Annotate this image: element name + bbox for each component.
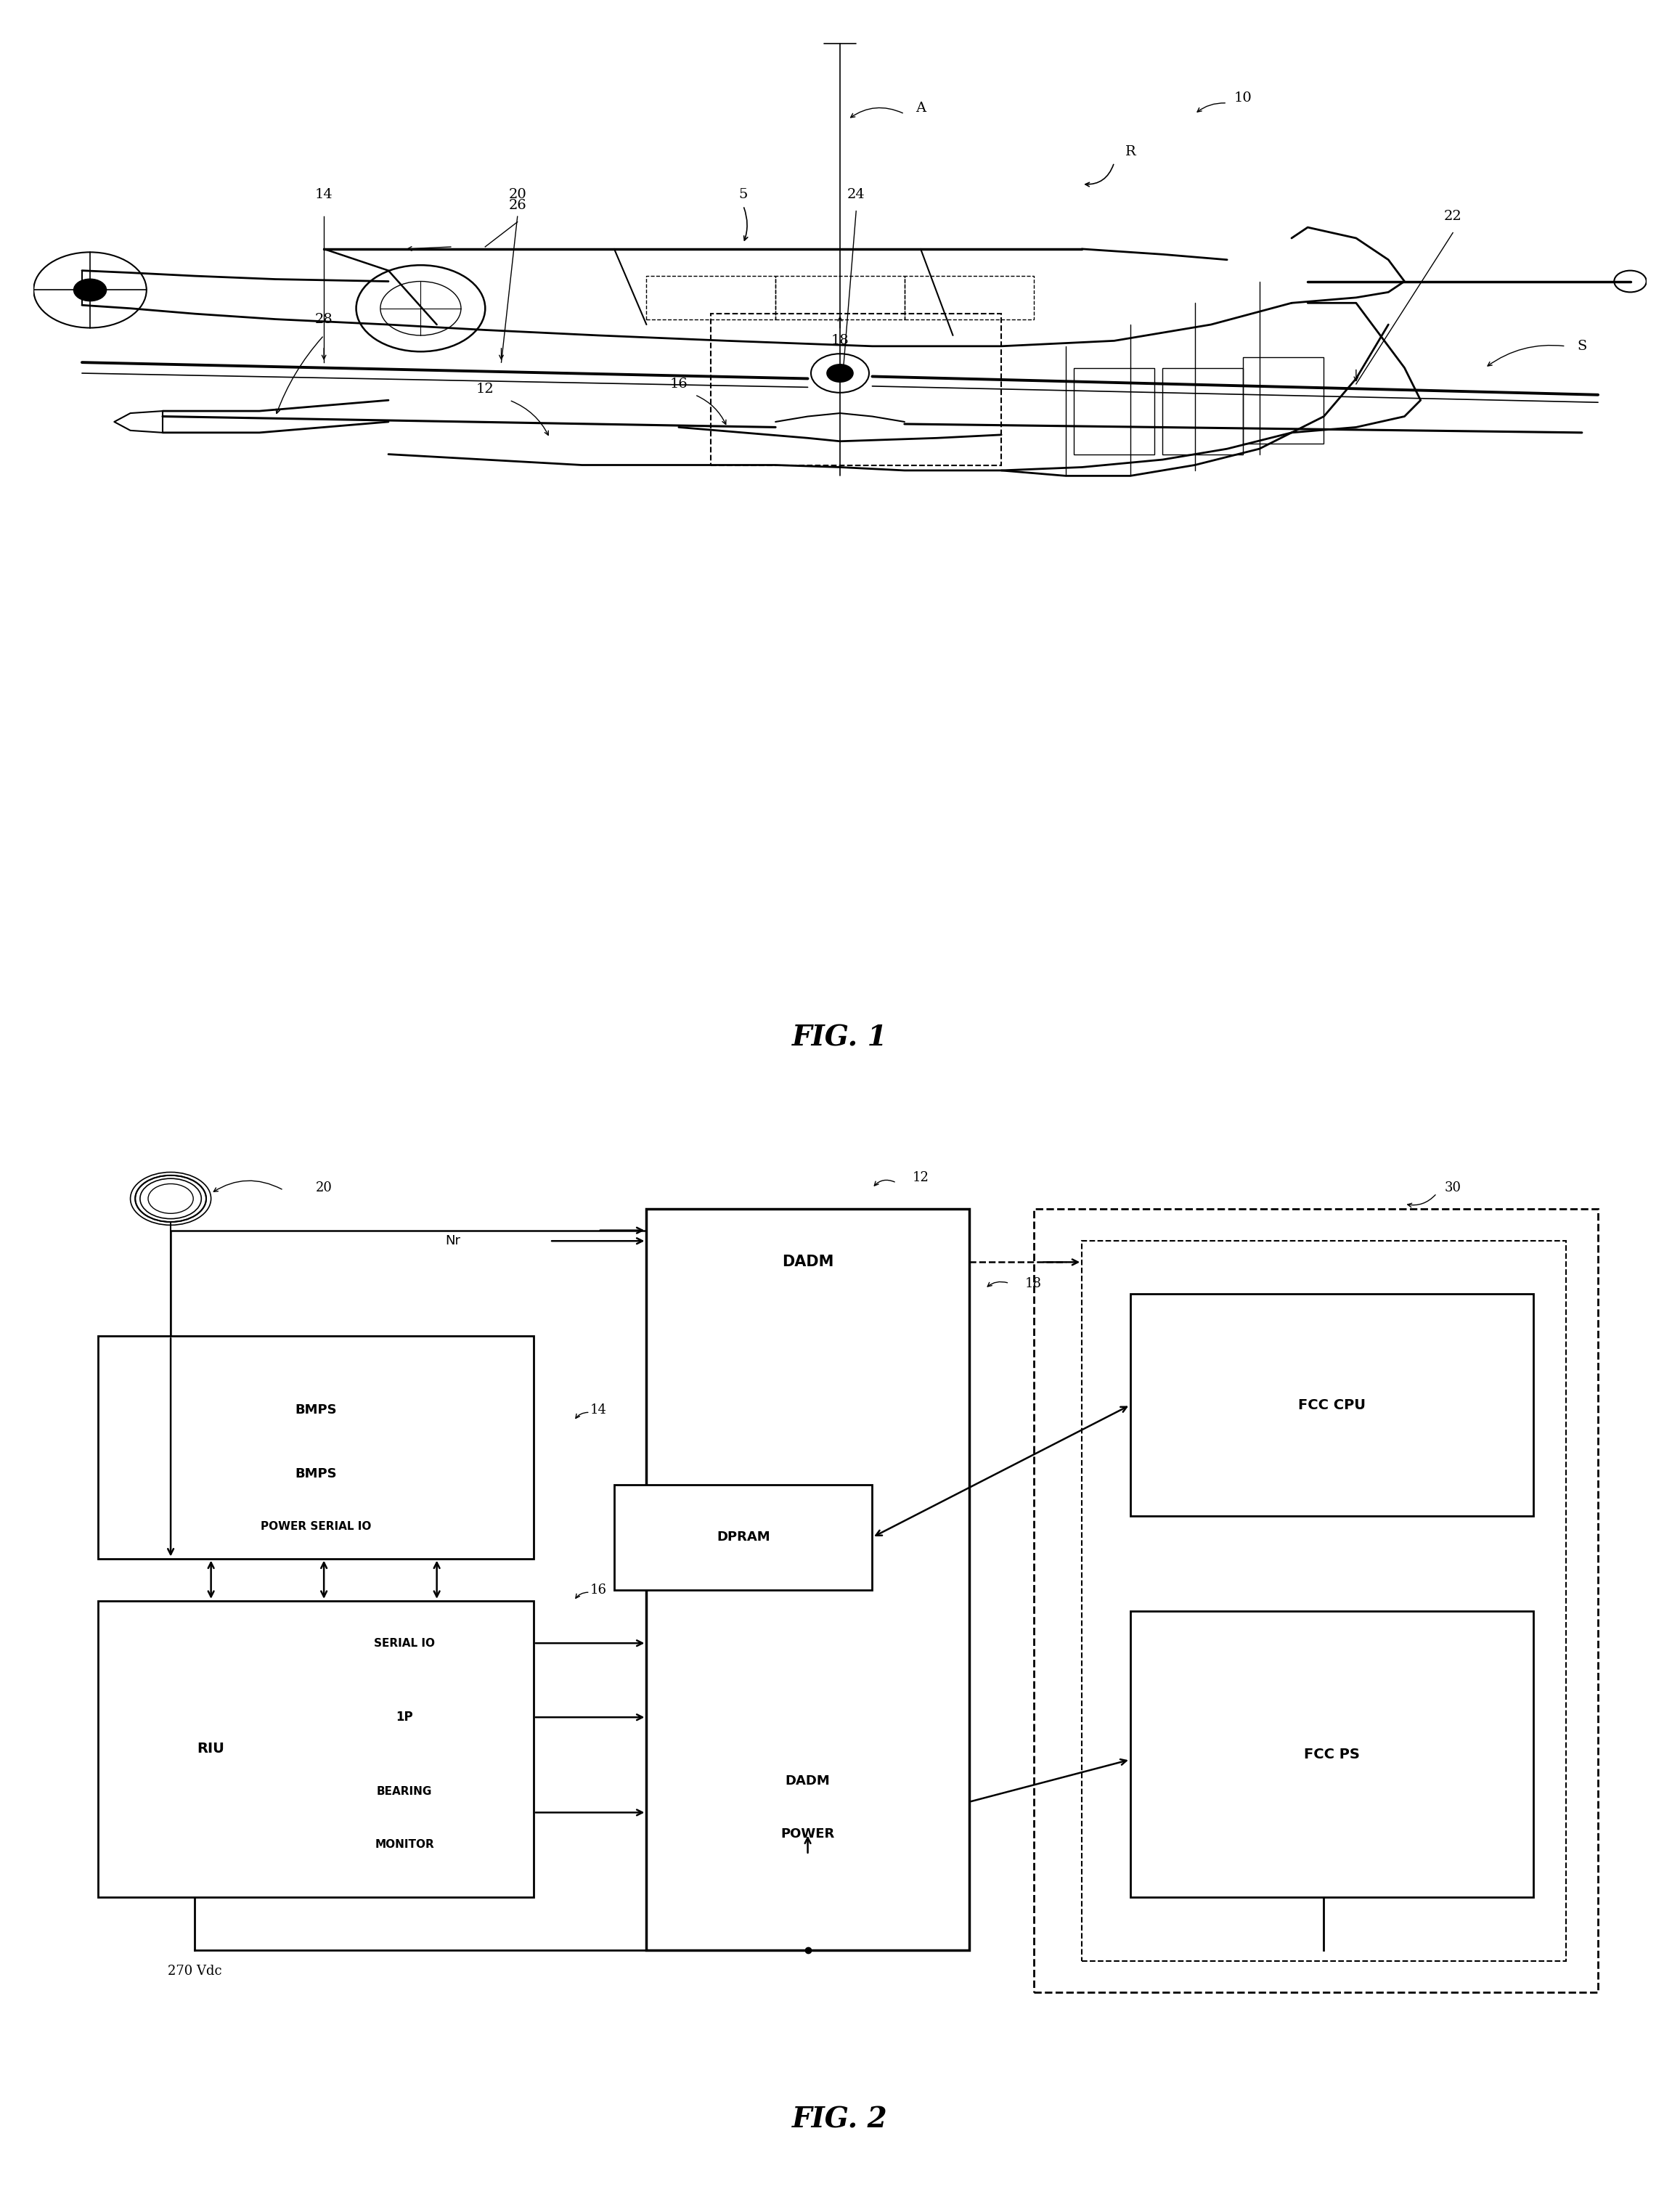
Bar: [776, 276, 904, 320]
Bar: [97, 1336, 534, 1559]
Text: 26: 26: [509, 198, 526, 212]
Bar: [1082, 1241, 1566, 1960]
Text: 12: 12: [912, 1171, 929, 1184]
Text: S: S: [1578, 340, 1586, 353]
Text: MONITOR: MONITOR: [375, 1839, 433, 1850]
Text: 10: 10: [1235, 90, 1252, 104]
Text: 16: 16: [670, 377, 687, 390]
Bar: [1243, 357, 1324, 443]
Text: 24: 24: [847, 187, 865, 201]
Bar: [647, 276, 776, 320]
Circle shape: [827, 364, 853, 381]
Bar: [1074, 368, 1154, 454]
Text: SERIAL IO: SERIAL IO: [375, 1638, 435, 1649]
Text: 20: 20: [316, 1182, 333, 1195]
Circle shape: [74, 280, 106, 300]
Text: 30: 30: [1445, 1182, 1462, 1195]
Text: 18: 18: [1025, 1277, 1042, 1290]
Text: FCC CPU: FCC CPU: [1299, 1398, 1366, 1411]
Bar: [97, 1601, 534, 1896]
Bar: [711, 313, 1001, 465]
Text: R: R: [1126, 146, 1136, 159]
Bar: [1131, 1612, 1534, 1896]
Text: DADM: DADM: [781, 1255, 833, 1270]
Text: BMPS: BMPS: [296, 1466, 336, 1480]
Text: DADM: DADM: [785, 1775, 830, 1788]
Text: 16: 16: [590, 1583, 606, 1596]
Text: 12: 12: [475, 384, 494, 397]
Bar: [1033, 1208, 1598, 1993]
Text: POWER SERIAL IO: POWER SERIAL IO: [260, 1521, 371, 1532]
Text: 270 Vdc: 270 Vdc: [168, 1965, 222, 1978]
Text: DPRAM: DPRAM: [716, 1530, 769, 1544]
Text: 22: 22: [1443, 209, 1462, 223]
Bar: [904, 276, 1033, 320]
Bar: [615, 1484, 872, 1590]
Text: Nr: Nr: [445, 1235, 460, 1248]
Text: 14: 14: [590, 1405, 606, 1418]
Text: BMPS: BMPS: [296, 1405, 336, 1418]
Text: FIG. 2: FIG. 2: [793, 2106, 887, 2132]
Bar: [647, 1208, 969, 1949]
Bar: [1163, 368, 1243, 454]
Text: BEARING: BEARING: [376, 1786, 432, 1797]
Text: 18: 18: [832, 335, 848, 348]
Text: FIG. 1: FIG. 1: [793, 1023, 887, 1052]
Bar: [1131, 1294, 1534, 1517]
Text: FCC PS: FCC PS: [1304, 1746, 1359, 1762]
Text: 1P: 1P: [396, 1711, 413, 1724]
Text: POWER: POWER: [781, 1828, 835, 1841]
Text: 14: 14: [314, 187, 333, 201]
Text: A: A: [916, 101, 926, 115]
Text: 5: 5: [739, 187, 748, 201]
Text: RIU: RIU: [197, 1742, 225, 1755]
Text: 28: 28: [314, 313, 333, 326]
Text: 20: 20: [509, 187, 526, 201]
